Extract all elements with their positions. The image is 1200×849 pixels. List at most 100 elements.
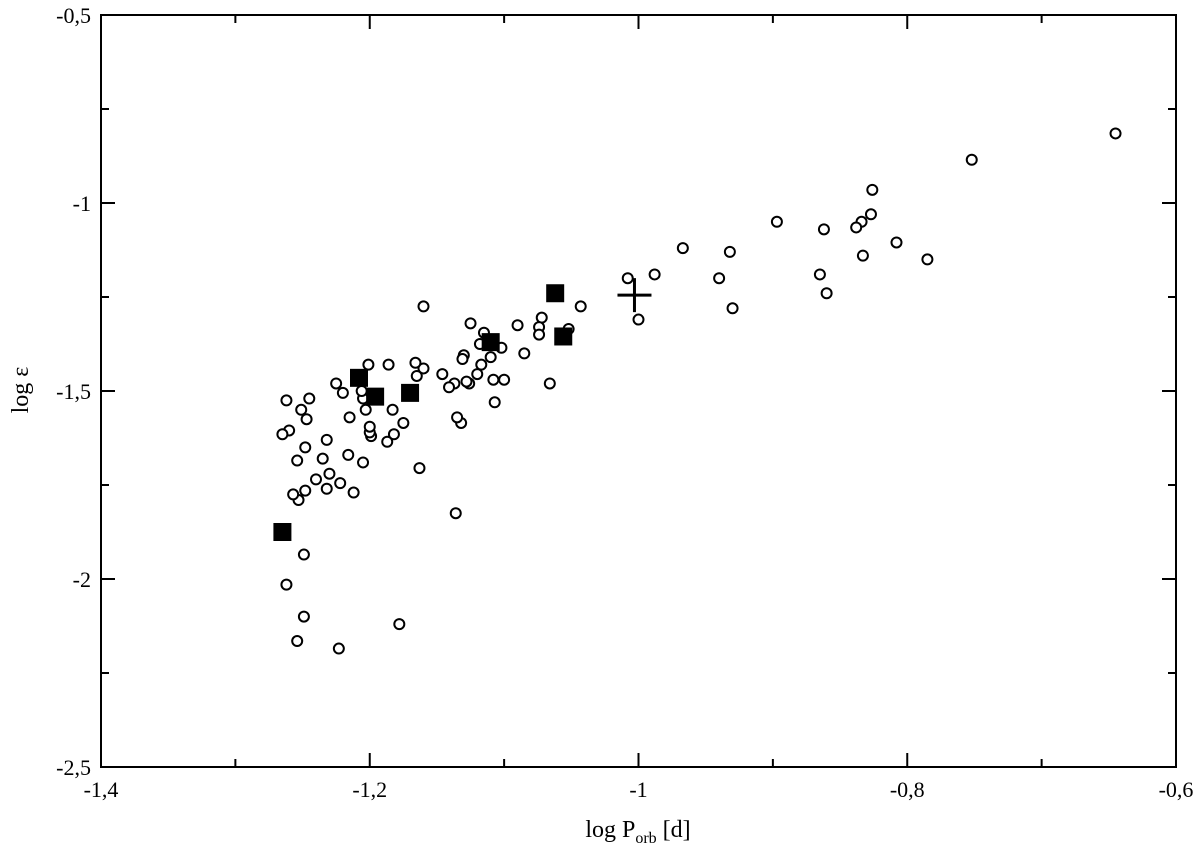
open-circle-point [417, 300, 430, 313]
x-tick-label: -1 [629, 777, 647, 802]
x-tick-label: -0,6 [1159, 777, 1194, 802]
y-axis-label: log ε [8, 367, 34, 414]
open-circle-point [460, 375, 473, 388]
plus-marker-point [617, 278, 652, 313]
open-circle-point [533, 328, 546, 341]
open-circle-point [387, 428, 400, 441]
plot-frame [100, 14, 1177, 768]
open-circle-point [276, 428, 289, 441]
open-circle-point [850, 221, 863, 234]
open-circle-point [280, 394, 293, 407]
open-circle-point [487, 373, 500, 386]
open-circle-point [518, 347, 531, 360]
open-circle-point [632, 313, 645, 326]
open-circle-point [297, 548, 310, 561]
open-circle-point [456, 353, 469, 366]
open-circle-point [864, 208, 877, 221]
open-circle-point [297, 610, 310, 623]
data-points [273, 127, 1122, 655]
open-circle-point [295, 403, 308, 416]
open-circle-point [336, 386, 349, 399]
open-circle-point [381, 435, 394, 448]
open-circle-point [303, 392, 316, 405]
open-circle-point [300, 413, 313, 426]
open-circle-point [488, 396, 501, 409]
open-circle-point [409, 356, 422, 369]
filled-square-point [481, 333, 500, 352]
x-tick-label: -0,8 [890, 777, 925, 802]
x-tick-labels: -1,4 -1,2 -1 -0,8 -0,6 [84, 777, 1194, 802]
open-circle-point [320, 482, 333, 495]
open-circle-point [332, 642, 345, 655]
open-circle-point [410, 369, 423, 382]
open-circle-point [413, 462, 426, 475]
open-circle-point [443, 381, 456, 394]
open-circle-point [965, 153, 978, 166]
open-circle-point [382, 358, 395, 371]
open-circle-point [310, 473, 322, 486]
open-circle-point [320, 433, 333, 446]
filled-square-point [350, 368, 368, 387]
open-circle-point [543, 377, 556, 390]
open-circle-point [287, 488, 300, 501]
x-axis-label: log Porb [d] [585, 817, 690, 847]
x-tick-label: -1,2 [352, 777, 387, 802]
open-circle-point [890, 236, 903, 249]
open-circle-point [363, 420, 376, 433]
open-circle-point [280, 578, 293, 591]
open-circle-point [921, 253, 934, 266]
open-circle-point [343, 411, 356, 424]
open-circle-point [856, 249, 869, 262]
open-circle-point [511, 319, 524, 332]
filled-square-point [366, 387, 385, 406]
open-circle-point [621, 272, 634, 285]
open-circle-point [347, 486, 360, 499]
open-circle-point [299, 484, 312, 497]
open-circle-point [471, 368, 484, 381]
y-tick-labels: -2,5 -2 -1,5 -1 -0,5 [56, 3, 91, 780]
y-tick-label: -1,5 [56, 379, 91, 404]
x-tick-label: -1,4 [84, 777, 119, 802]
open-circle-point [813, 268, 826, 281]
open-circle-point [464, 317, 477, 330]
open-circle-point [723, 245, 736, 258]
y-tick-label: -1 [73, 191, 91, 216]
open-circle-point [820, 287, 833, 300]
open-circle-point [355, 385, 368, 397]
open-circle-point [291, 454, 304, 467]
open-circle-point [498, 373, 511, 386]
open-circle-point [1109, 127, 1122, 140]
y-tick-label: -2 [73, 567, 91, 592]
filled-square-point [273, 523, 292, 541]
open-circle-point [362, 358, 375, 371]
open-circle-point [866, 183, 879, 196]
open-circle-point [449, 507, 462, 520]
axis-ticks [100, 14, 1177, 768]
open-circle-point [291, 635, 304, 648]
open-circle-point [726, 302, 739, 315]
open-circle-point [484, 351, 497, 364]
open-circle-point [342, 448, 355, 461]
filled-square-point [546, 284, 565, 303]
open-circle-point [713, 272, 726, 285]
filled-square-point [401, 383, 420, 402]
y-tick-label: -2,5 [56, 755, 91, 780]
open-circle-point [323, 467, 336, 480]
open-circle-point [397, 416, 410, 429]
open-circle-point [436, 368, 449, 381]
open-circle-point [393, 618, 406, 631]
open-circle-point [334, 477, 347, 490]
open-circle-point [451, 411, 464, 424]
open-circle-point [676, 242, 689, 255]
open-circle-point [574, 300, 587, 313]
open-circle-point [817, 223, 830, 236]
open-circle-point [357, 456, 370, 469]
open-circle-point [648, 268, 661, 281]
open-circle-point [330, 377, 343, 390]
open-circle-point [316, 452, 329, 465]
open-circle-point [417, 362, 430, 375]
open-circle-point [386, 403, 399, 416]
filled-square-point [554, 327, 573, 346]
open-circle-point [299, 441, 312, 454]
